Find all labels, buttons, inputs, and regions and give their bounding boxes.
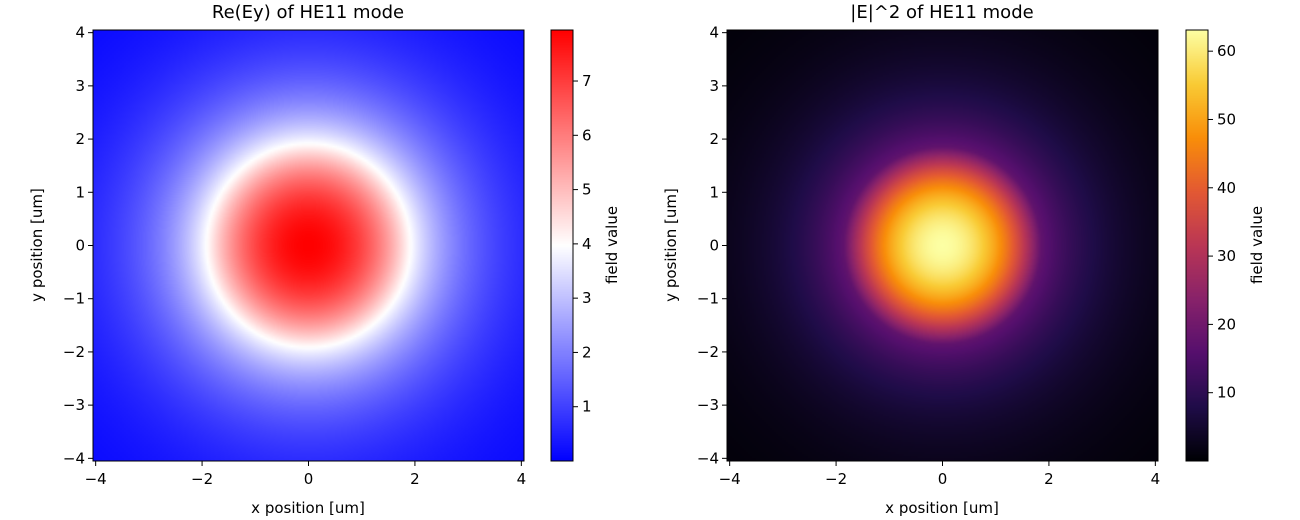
e-squared-x-tick-label: −2 bbox=[825, 470, 847, 488]
re-ey-x-tick-label: −4 bbox=[85, 470, 107, 488]
e-squared-y-tick-label: 0 bbox=[709, 237, 719, 255]
re-ey-y-tick-label: 4 bbox=[75, 24, 85, 42]
e-squared-colorbar-tick-label: 30 bbox=[1217, 247, 1236, 265]
e-squared-colorbar-ticks: 10 20 30 40 50 60 bbox=[1208, 42, 1236, 402]
re-ey-colorbar-frame bbox=[550, 29, 574, 462]
re-ey-y-tick-label: −2 bbox=[63, 343, 85, 361]
re-ey-y-ticks: −4 −3 −2 −1 0 1 2 3 4 bbox=[63, 24, 93, 467]
e-squared-y-tick-label: −4 bbox=[697, 449, 719, 467]
re-ey-colorbar-tick-label: 7 bbox=[582, 72, 592, 90]
re-ey-x-tick-label: −2 bbox=[191, 470, 213, 488]
e-squared-y-tick-label: 3 bbox=[709, 77, 719, 95]
e-squared-y-tick-label: 1 bbox=[709, 183, 719, 201]
e-squared-heatmap bbox=[727, 30, 1158, 461]
e-squared-x-tick-label: 4 bbox=[1151, 470, 1161, 488]
e-squared-colorbar-tick-label: 20 bbox=[1217, 315, 1236, 333]
e-squared-y-tick-label: −2 bbox=[697, 343, 719, 361]
re-ey-x-tick-label: 0 bbox=[304, 470, 314, 488]
re-ey-x-ticks: −4 −2 0 2 4 bbox=[85, 461, 527, 488]
re-ey-y-tick-label: 1 bbox=[75, 183, 85, 201]
e-squared-colorbar-frame bbox=[1185, 29, 1209, 462]
re-ey-x-tick-label: 4 bbox=[517, 470, 527, 488]
re-ey-y-axis-label: y position [um] bbox=[28, 188, 46, 302]
re-ey-colorbar-tick-label: 2 bbox=[582, 343, 592, 361]
e-squared-colorbar bbox=[1186, 30, 1208, 461]
e-squared-y-axis-label: y position [um] bbox=[662, 188, 680, 302]
re-ey-colorbar-ticks: 1 2 3 4 5 6 7 bbox=[573, 72, 592, 416]
re-ey-colorbar-tick-label: 3 bbox=[582, 289, 592, 307]
re-ey-x-tick-label: 2 bbox=[410, 470, 420, 488]
re-ey-colorbar-tick-label: 6 bbox=[582, 126, 592, 144]
re-ey-y-tick-label: 3 bbox=[75, 77, 85, 95]
e-squared-colorbar-tick-label: 50 bbox=[1217, 110, 1236, 128]
e-squared-x-tick-label: 2 bbox=[1044, 470, 1054, 488]
re-ey-y-tick-label: −4 bbox=[63, 449, 85, 467]
re-ey-y-tick-label: −3 bbox=[63, 396, 85, 414]
re-ey-panel: Re(Ey) of HE11 mode −4 −2 0 2 4 −4 −3 −2 −1 0 1 2 3… bbox=[28, 2, 621, 517]
re-ey-x-axis-label: x position [um] bbox=[251, 499, 365, 517]
e-squared-y-tick-label: 4 bbox=[709, 24, 719, 42]
e-squared-colorbar-label: field value bbox=[1248, 206, 1266, 284]
re-ey-y-tick-label: 0 bbox=[75, 237, 85, 255]
e-squared-panel: |E|^2 of HE11 mode −4 −2 0 2 4 −4 −3 −2 −1 0 1 2 3 4… bbox=[662, 2, 1266, 517]
e-squared-x-axis-label: x position [um] bbox=[885, 499, 999, 517]
re-ey-y-tick-label: −1 bbox=[63, 290, 85, 308]
re-ey-colorbar-tick-label: 5 bbox=[582, 181, 592, 199]
re-ey-title: Re(Ey) of HE11 mode bbox=[212, 2, 404, 23]
re-ey-colorbar-tick-label: 1 bbox=[582, 398, 592, 416]
e-squared-colorbar-tick-label: 10 bbox=[1217, 384, 1236, 402]
re-ey-y-tick-label: 2 bbox=[75, 130, 85, 148]
re-ey-colorbar-tick-label: 4 bbox=[582, 235, 592, 253]
e-squared-y-tick-label: −3 bbox=[697, 396, 719, 414]
e-squared-x-tick-label: 0 bbox=[938, 470, 948, 488]
re-ey-heatmap bbox=[93, 30, 524, 461]
e-squared-y-tick-label: −1 bbox=[697, 290, 719, 308]
re-ey-colorbar bbox=[551, 30, 573, 461]
e-squared-y-ticks: −4 −3 −2 −1 0 1 2 3 4 bbox=[697, 24, 727, 467]
e-squared-colorbar-tick-label: 60 bbox=[1217, 42, 1236, 60]
e-squared-colorbar-tick-label: 40 bbox=[1217, 179, 1236, 197]
e-squared-y-tick-label: 2 bbox=[709, 130, 719, 148]
e-squared-x-ticks: −4 −2 0 2 4 bbox=[719, 461, 1161, 488]
re-ey-colorbar-label: field value bbox=[603, 206, 621, 284]
e-squared-title: |E|^2 of HE11 mode bbox=[850, 2, 1033, 23]
e-squared-x-tick-label: −4 bbox=[719, 470, 741, 488]
